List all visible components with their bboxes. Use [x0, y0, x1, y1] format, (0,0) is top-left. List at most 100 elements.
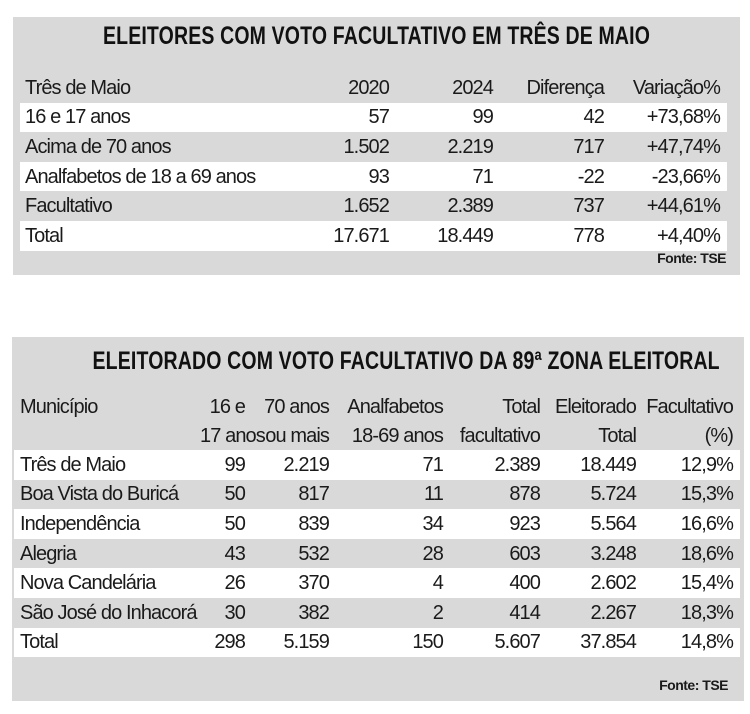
cell-value: 43 — [224, 542, 246, 565]
table-eleitorado-89-zona: ELEITORADO COM VOTO FACULTATIVO DA 89ª Z… — [12, 337, 744, 701]
table-eleitores-tres-de-maio: ELEITORES COM VOTO FACULTATIVO EM TRÊS D… — [13, 17, 740, 275]
table-row: Alegria 43 532 28 603 3.248 18,6% — [14, 539, 740, 569]
cell-value: Eleitorado — [554, 395, 637, 418]
cell-value: 34 — [333, 509, 447, 539]
cell-value: 5.724 — [590, 483, 636, 506]
data-table: Município 16 e 70 anos Analfabetos Total Elei… — [14, 392, 740, 658]
cell-value: 817 — [298, 483, 330, 506]
row-label: 16 e 17 anos — [20, 102, 300, 133]
cell-value: 923 — [447, 509, 544, 539]
row-label: Município — [20, 395, 98, 418]
cell-value: 99 — [200, 450, 249, 480]
cell-value: 778 — [493, 220, 605, 251]
cell-value: 2.389 — [447, 195, 493, 218]
source-note: Fonte: TSE — [659, 677, 728, 693]
data-table: Três de Maio 2020 2024 Diferença Variação% 16… — [20, 73, 727, 251]
cell-value: 839 — [249, 509, 333, 539]
cell-value: 18.449 — [544, 450, 640, 480]
cell-value: Analfabetos — [347, 395, 444, 418]
cell-value: 26 — [200, 568, 249, 598]
cell-value: 18.449 — [389, 220, 494, 251]
cell-value: 99 — [389, 102, 494, 133]
row-label: Total — [14, 627, 200, 658]
cell-value: 2.267 — [590, 601, 636, 624]
cell-value: 878 — [509, 483, 541, 506]
cell-value: +73,68% — [604, 102, 727, 133]
cell-value: Total — [598, 424, 637, 447]
cell-value: Facultativo — [646, 395, 734, 418]
table-row: Analfabetos de 18 a 69 anos 93 71 -22 -23,66… — [20, 161, 727, 192]
cell-value: 15,4% — [640, 568, 740, 598]
cell-value: 382 — [298, 601, 330, 624]
cell-value: 14,8% — [640, 627, 740, 658]
row-label — [14, 421, 200, 450]
cell-value: 2 — [432, 601, 444, 624]
cell-value: 12,9% — [640, 450, 740, 480]
cell-value: -22 — [493, 161, 605, 192]
row-label: Boa Vista do Buricá — [20, 483, 179, 506]
cell-value: 71 — [389, 161, 494, 192]
cell-value: 17 anos — [200, 424, 266, 447]
cell-value: 737 — [573, 195, 605, 218]
table-row: Acima de 70 anos 1.502 2.219 717 +47,74% — [20, 132, 727, 162]
cell-value: 16 e — [209, 395, 246, 418]
cell-value: 532 — [298, 542, 330, 565]
row-label: Analfabetos de 18 a 69 anos — [20, 161, 300, 192]
cell-value: 400 — [447, 568, 544, 598]
cell-value: 11 — [424, 483, 444, 506]
cell-value: 2.219 — [447, 135, 493, 158]
table-row: Boa Vista do Buricá 50 817 11 878 5.724 15,3% — [14, 480, 740, 510]
cell-value: 298 — [200, 627, 249, 658]
cell-value: 16,6% — [640, 509, 740, 539]
cell-value: 2024 — [452, 76, 494, 99]
cell-value: 28 — [422, 542, 444, 565]
cell-value: 370 — [249, 568, 333, 598]
cell-value: 414 — [509, 601, 541, 624]
cell-value: 18-69 anos — [351, 424, 444, 447]
cell-value: 3.248 — [590, 542, 636, 565]
cell-value: (%) — [704, 424, 734, 447]
table-row: 16 e 17 anos 57 99 42 +73,68% — [20, 102, 727, 133]
cell-value: 2020 — [348, 76, 390, 99]
row-label: Nova Candelária — [14, 568, 200, 598]
cell-value: 37.854 — [544, 627, 640, 658]
cell-value: 4 — [333, 568, 447, 598]
row-label: Alegria — [20, 542, 77, 565]
header-row: 17 anos ou mais 18-69 anos facultativo Total… — [14, 421, 740, 450]
cell-value: 2.389 — [447, 450, 544, 480]
cell-value: 30 — [224, 601, 246, 624]
cell-value: 50 — [224, 483, 246, 506]
cell-value: 1.502 — [343, 135, 389, 158]
cell-value: 5.564 — [544, 509, 640, 539]
cell-value: 50 — [200, 509, 249, 539]
table-title: ELEITORADO COM VOTO FACULTATIVO DA 89ª Z… — [92, 347, 720, 375]
source-note: Fonte: TSE — [657, 250, 726, 266]
row-label: São José do Inhacorá — [20, 601, 197, 624]
header-row: Município 16 e 70 anos Analfabetos Total Elei… — [14, 392, 740, 421]
cell-value: -23,66% — [604, 161, 727, 192]
row-label: Facultativo — [25, 195, 113, 218]
table-row: Total 17.671 18.449 778 +4,40% — [20, 220, 727, 251]
cell-value: ou mais — [265, 424, 330, 447]
row-label: Independência — [14, 509, 200, 539]
cell-value: 2.602 — [544, 568, 640, 598]
cell-value: +44,61% — [646, 195, 721, 218]
row-label: Acima de 70 anos — [25, 135, 172, 158]
cell-value: 18,6% — [680, 542, 734, 565]
cell-value: 5.159 — [249, 627, 333, 658]
cell-value: 70 anos — [264, 395, 330, 418]
cell-value: 5.607 — [447, 627, 544, 658]
cell-value: 17.671 — [300, 220, 390, 251]
cell-value: Variação% — [632, 76, 721, 99]
cell-value: Diferença — [526, 76, 605, 99]
cell-value: Total — [502, 395, 541, 418]
table-row: Independência 50 839 34 923 5.564 16,6% — [14, 509, 740, 539]
cell-value: 717 — [573, 135, 605, 158]
cell-value: 603 — [509, 542, 541, 565]
cell-value: 93 — [300, 161, 390, 192]
cell-value: 15,3% — [680, 483, 734, 506]
cell-value: +4,40% — [604, 220, 727, 251]
cell-value: 42 — [493, 102, 605, 133]
table-title: ELEITORES COM VOTO FACULTATIVO EM TRÊS D… — [102, 22, 651, 50]
row-label: Total — [20, 220, 300, 251]
